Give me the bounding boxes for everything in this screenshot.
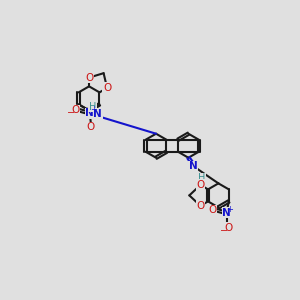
Text: O: O xyxy=(224,223,232,233)
Text: O: O xyxy=(208,205,216,215)
Text: +: + xyxy=(226,205,233,214)
Text: O: O xyxy=(71,105,80,116)
Text: +: + xyxy=(90,105,97,114)
Text: −: − xyxy=(67,108,75,118)
Text: N: N xyxy=(189,161,197,171)
Text: N: N xyxy=(222,208,231,218)
Text: O: O xyxy=(196,201,205,211)
Text: H: H xyxy=(89,102,96,112)
Text: N: N xyxy=(93,109,102,118)
Text: O: O xyxy=(87,122,95,132)
Text: O: O xyxy=(196,180,205,190)
Text: N: N xyxy=(85,108,94,118)
Text: H: H xyxy=(198,173,205,183)
Text: O: O xyxy=(85,73,93,82)
Text: O: O xyxy=(103,83,111,93)
Text: −: − xyxy=(220,226,228,236)
